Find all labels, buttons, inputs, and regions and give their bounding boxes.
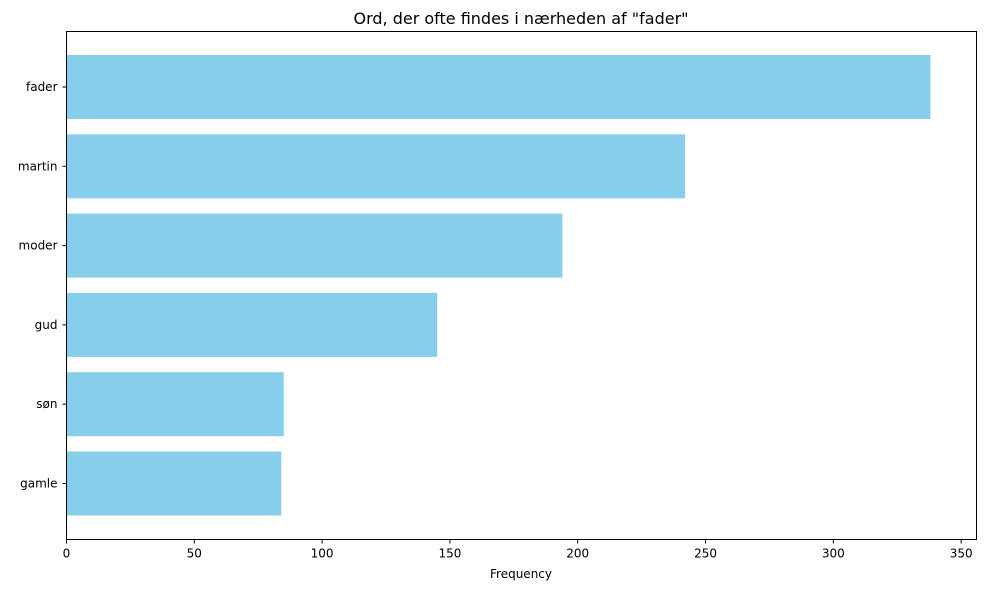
- y-tick-label: martin: [18, 159, 58, 173]
- y-axis-ticks: fader martin moder gud søn gamle: [18, 80, 67, 491]
- x-tick-label: 300: [822, 547, 845, 561]
- y-tick-label: gamle: [20, 477, 57, 491]
- x-tick-label: 0: [63, 547, 71, 561]
- bars-group: [66, 55, 931, 516]
- bar-fader: [66, 55, 931, 119]
- bar-gamle: [66, 451, 282, 516]
- y-tick-label: gud: [35, 318, 58, 332]
- y-tick-label: fader: [26, 80, 58, 94]
- x-axis-ticks: 0 50 100 150 200 250 300 350: [63, 539, 973, 561]
- plot-frame: [66, 31, 977, 540]
- x-tick-label: 250: [694, 547, 717, 561]
- x-tick-label: 200: [566, 547, 589, 561]
- bar-gud: [66, 292, 438, 357]
- x-tick-label: 50: [187, 547, 202, 561]
- x-tick-label: 350: [950, 547, 973, 561]
- bar-søn: [66, 372, 284, 437]
- x-axis-label: Frequency: [490, 567, 552, 581]
- bar-martin: [66, 134, 686, 199]
- y-tick-label: søn: [36, 397, 57, 411]
- x-tick-label: 100: [311, 547, 334, 561]
- x-tick-label: 150: [438, 547, 461, 561]
- chart-title: Ord, der ofte findes i nærheden af "fade…: [353, 9, 688, 28]
- bar-moder: [66, 213, 563, 278]
- y-tick-label: moder: [19, 239, 58, 253]
